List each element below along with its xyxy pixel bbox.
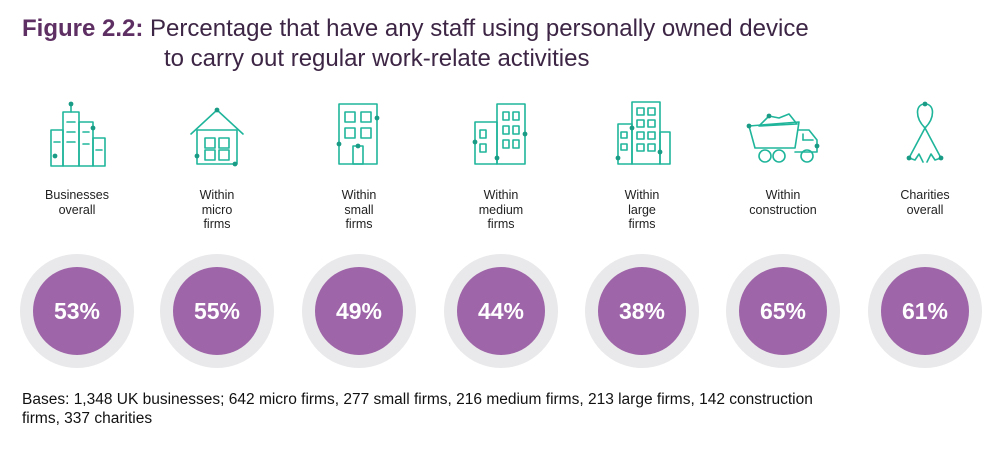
percentage-value: 65% bbox=[759, 297, 807, 324]
medium-building-icon bbox=[469, 98, 533, 170]
percentage-disc: 38% bbox=[598, 267, 686, 355]
title-line-2: to carry out regular work-relate activit… bbox=[164, 45, 590, 72]
group-label: Within large firms bbox=[624, 188, 660, 231]
percentage-value: 55% bbox=[193, 297, 241, 324]
bases-footnote: Bases: 1,348 UK businesses; 642 micro fi… bbox=[22, 390, 962, 428]
percentage-disc: 61% bbox=[881, 267, 969, 355]
percentage-ring: 65% bbox=[726, 254, 840, 368]
percentage-ring: 49% bbox=[302, 254, 416, 368]
percentage-disc: 55% bbox=[173, 267, 261, 355]
percentage-ring: 38% bbox=[585, 254, 699, 368]
title-line-1: Percentage that have any staff using per… bbox=[150, 15, 809, 42]
group-label: Within medium firms bbox=[478, 188, 524, 231]
percentage-value: 44% bbox=[477, 297, 525, 324]
percentage-value: 61% bbox=[901, 297, 949, 324]
figure-title: Figure 2.2: Percentage that have any sta… bbox=[22, 14, 982, 74]
dump-truck-icon bbox=[745, 98, 821, 170]
percentage-disc: 49% bbox=[315, 267, 403, 355]
percentage-ring: 61% bbox=[868, 254, 982, 368]
figure-label: Figure 2.2: bbox=[22, 15, 144, 42]
percentage-disc: 44% bbox=[457, 267, 545, 355]
percentage-value: 49% bbox=[335, 297, 383, 324]
percentage-value: 38% bbox=[618, 297, 666, 324]
footnote-line-1: Bases: 1,348 UK businesses; 642 micro fi… bbox=[22, 391, 813, 408]
percentage-ring: 44% bbox=[444, 254, 558, 368]
percentage-ring: 55% bbox=[160, 254, 274, 368]
large-building-icon bbox=[610, 98, 674, 170]
ribbon-icon bbox=[893, 98, 957, 170]
group-label: Businesses overall bbox=[45, 188, 109, 217]
city-buildings-icon bbox=[45, 98, 109, 170]
group-label: Within micro firms bbox=[199, 188, 235, 231]
percentage-disc: 53% bbox=[33, 267, 121, 355]
small-building-icon bbox=[327, 98, 391, 170]
percentage-value: 53% bbox=[53, 297, 101, 324]
percentage-ring: 53% bbox=[20, 254, 134, 368]
group-label: Within construction bbox=[749, 188, 817, 217]
house-icon bbox=[185, 98, 249, 170]
footnote-line-2: firms, 337 charities bbox=[22, 410, 153, 427]
group-label: Charities overall bbox=[900, 188, 950, 217]
group-label: Within small firms bbox=[341, 188, 377, 231]
percentage-disc: 65% bbox=[739, 267, 827, 355]
